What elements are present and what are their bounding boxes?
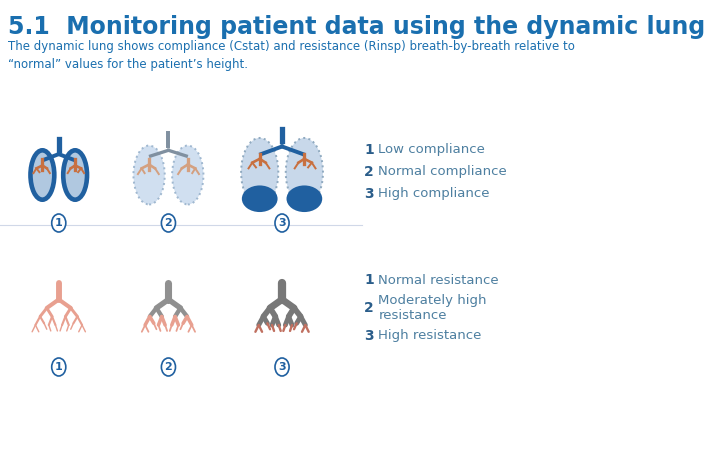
Text: 1: 1 bbox=[55, 218, 63, 228]
Text: 3: 3 bbox=[278, 362, 286, 372]
Ellipse shape bbox=[242, 186, 277, 212]
Circle shape bbox=[161, 214, 176, 232]
Circle shape bbox=[161, 358, 176, 376]
Circle shape bbox=[275, 358, 289, 376]
Text: 2: 2 bbox=[164, 362, 172, 372]
Circle shape bbox=[52, 358, 66, 376]
Text: Normal resistance: Normal resistance bbox=[378, 273, 499, 286]
Text: 1: 1 bbox=[364, 143, 374, 157]
Ellipse shape bbox=[134, 146, 165, 205]
Text: 3: 3 bbox=[364, 329, 374, 343]
Text: 1: 1 bbox=[55, 362, 63, 372]
Text: 3: 3 bbox=[364, 187, 374, 201]
Text: 2: 2 bbox=[364, 165, 374, 179]
Ellipse shape bbox=[63, 150, 87, 199]
Ellipse shape bbox=[287, 186, 322, 212]
Text: 3: 3 bbox=[278, 218, 286, 228]
Ellipse shape bbox=[286, 138, 323, 206]
Text: Normal compliance: Normal compliance bbox=[378, 166, 507, 179]
Circle shape bbox=[52, 214, 66, 232]
Text: 2: 2 bbox=[364, 301, 374, 315]
Circle shape bbox=[275, 214, 289, 232]
Text: 2: 2 bbox=[164, 218, 172, 228]
Ellipse shape bbox=[172, 146, 203, 205]
Text: 1: 1 bbox=[364, 273, 374, 287]
Ellipse shape bbox=[31, 150, 54, 199]
Text: High compliance: High compliance bbox=[378, 187, 490, 200]
Ellipse shape bbox=[241, 138, 278, 206]
Text: High resistance: High resistance bbox=[378, 330, 482, 343]
Text: Moderately high
resistance: Moderately high resistance bbox=[378, 294, 487, 322]
Text: 5.1  Monitoring patient data using the dynamic lung: 5.1 Monitoring patient data using the dy… bbox=[8, 15, 705, 39]
Text: The dynamic lung shows compliance (Cstat) and resistance (Rinsp) breath-by-breat: The dynamic lung shows compliance (Cstat… bbox=[8, 40, 574, 71]
Text: Low compliance: Low compliance bbox=[378, 144, 486, 157]
